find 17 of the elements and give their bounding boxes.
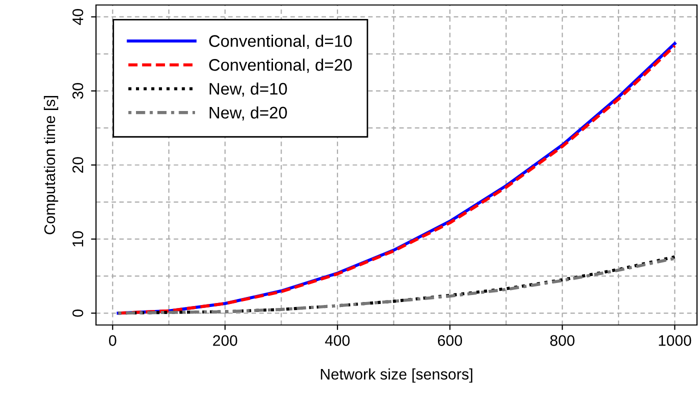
y-tick-label: 0 bbox=[72, 309, 84, 317]
x-tick-label: 200 bbox=[213, 335, 238, 346]
x-tick-label: 800 bbox=[550, 335, 574, 346]
legend-label: Conventional, d=20 bbox=[209, 58, 352, 73]
legend-label: Conventional, d=10 bbox=[209, 34, 352, 49]
y-tick-label: 40 bbox=[72, 8, 84, 25]
x-tick-label: 1000 bbox=[658, 335, 692, 346]
y-tick-label: 20 bbox=[72, 157, 84, 173]
x-axis-title: Network size [sensors] bbox=[320, 368, 472, 383]
y-tick-label: 10 bbox=[72, 231, 84, 246]
legend-label: New, d=10 bbox=[210, 82, 287, 97]
x-tick-label: 0 bbox=[108, 335, 116, 346]
y-tick-label: 30 bbox=[72, 83, 84, 99]
y-axis-title: Computation time [s] bbox=[44, 96, 58, 234]
legend-label: New, d=20 bbox=[210, 106, 287, 121]
x-tick-label: 600 bbox=[438, 335, 462, 346]
x-tick-label: 400 bbox=[325, 335, 350, 346]
